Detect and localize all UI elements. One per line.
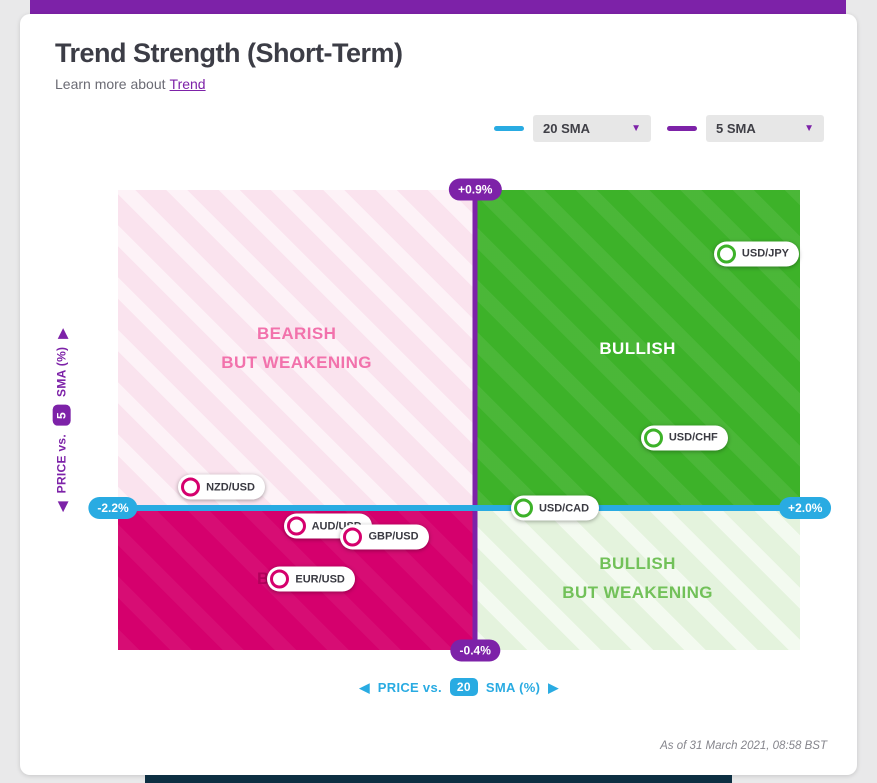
x-min-badge: -2.2% — [88, 497, 138, 520]
pair-name: NZD/USD — [206, 481, 255, 494]
pair-marker-dot — [343, 527, 363, 547]
pair-pill-eur-usd[interactable]: EUR/USD — [267, 566, 355, 592]
pair-name: EUR/USD — [295, 573, 345, 586]
y-axis-prefix: PRICE vs. — [55, 433, 70, 494]
pair-name: GBP/USD — [368, 530, 419, 543]
subtitle: Learn more about Trend — [55, 76, 206, 92]
y-period-badge: 5 — [53, 404, 72, 426]
sma20-dropdown[interactable]: 20 SMA ▼ — [533, 115, 651, 142]
quadrant-bullish-but-weakening: BULLISH BUT WEAKENING — [475, 508, 800, 650]
pair-marker-dot — [716, 244, 736, 264]
top-accent-bar — [30, 0, 846, 14]
pair-pill-usd-cad[interactable]: USD/CAD — [510, 495, 600, 521]
pair-marker-dot — [181, 477, 201, 497]
sma20-dropdown-value: 20 SMA — [543, 121, 590, 136]
trend-strength-card: Trend Strength (Short-Term) Learn more a… — [20, 14, 857, 775]
quadrant-label-bullish: BULLISH — [599, 338, 676, 358]
pair-name: USD/CAD — [538, 502, 590, 515]
legend-item-5sma: 5 SMA ▼ — [667, 115, 824, 142]
pair-marker-dot — [286, 516, 306, 536]
pair-pill-nzd-usd[interactable]: NZD/USD — [178, 474, 265, 500]
x-axis-line — [118, 505, 800, 512]
chevron-down-icon: ▼ — [631, 123, 641, 134]
pair-pill-gbp-usd[interactable]: GBP/USD — [340, 524, 429, 550]
legend-item-20sma: 20 SMA ▼ — [494, 115, 651, 142]
quadrant-label-bullish-but-weakening: BULLISH BUT WEAKENING — [562, 554, 713, 603]
pair-marker-dot — [270, 569, 290, 589]
subtitle-text: Learn more about — [55, 76, 166, 92]
legend: 20 SMA ▼ 5 SMA ▼ — [494, 115, 824, 142]
y-axis-line — [472, 190, 478, 650]
sma5-dropdown[interactable]: 5 SMA ▼ — [706, 115, 824, 142]
trend-quadrant-chart: BEARISH BUT WEAKENING BULLISH BEARISH BU… — [88, 178, 832, 662]
arrow-up-icon: ▶ — [54, 328, 70, 339]
sma20-line-swatch — [494, 126, 524, 131]
quadrant-label-bearish-but-weakening: BEARISH BUT WEAKENING — [221, 324, 372, 373]
pair-pill-usd-jpy[interactable]: USD/JPY — [713, 241, 799, 267]
x-axis-title: ◀ PRICE vs. 20 SMA (%) ▶ — [118, 678, 800, 696]
trend-link[interactable]: Trend — [169, 76, 206, 92]
pair-marker-dot — [513, 498, 533, 518]
sma5-line-swatch — [667, 126, 697, 131]
x-axis-suffix: SMA (%) — [485, 679, 541, 695]
quadrant-bullish: BULLISH — [475, 190, 800, 509]
pair-name: USD/CHF — [668, 431, 718, 444]
y-axis-title-text: ◀ PRICE vs. 5 SMA (%) ▶ — [53, 328, 72, 512]
arrow-left-icon: ◀ — [359, 679, 370, 695]
y-max-badge: +0.9% — [449, 178, 502, 201]
x-period-badge: 20 — [449, 678, 478, 696]
page-title: Trend Strength (Short-Term) — [55, 38, 403, 68]
chevron-down-icon: ▼ — [804, 123, 814, 134]
pair-name: USD/JPY — [741, 247, 789, 260]
bottom-dark-bar — [145, 775, 732, 783]
pair-pill-usd-chf[interactable]: USD/CHF — [640, 425, 728, 451]
pair-marker-dot — [643, 428, 663, 448]
y-axis-suffix: SMA (%) — [55, 346, 70, 397]
y-axis-title: ◀ PRICE vs. 5 SMA (%) ▶ — [30, 190, 94, 650]
sma5-dropdown-value: 5 SMA — [716, 121, 756, 136]
as-of-timestamp: As of 31 March 2021, 08:58 BST — [660, 740, 827, 752]
x-axis-prefix: PRICE vs. — [377, 679, 442, 695]
arrow-right-icon: ▶ — [548, 679, 559, 695]
x-max-badge: +2.0% — [779, 497, 832, 520]
quadrant-bearish-but-weakening: BEARISH BUT WEAKENING — [118, 190, 476, 509]
y-min-badge: -0.4% — [450, 639, 500, 662]
arrow-down-icon: ◀ — [54, 501, 70, 512]
